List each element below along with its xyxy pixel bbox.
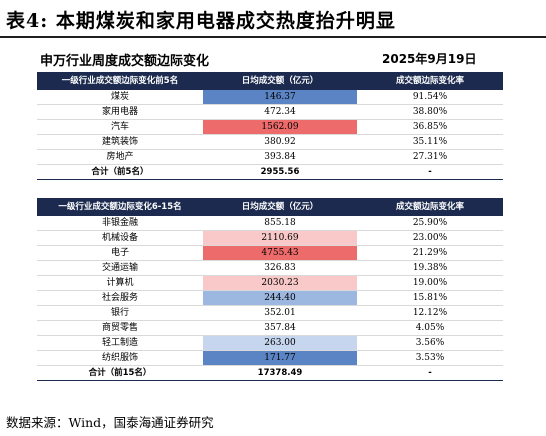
- industry-cell: 家用电器: [37, 104, 203, 120]
- rate-cell: 91.54%: [357, 90, 503, 105]
- table-header-row: 一级行业成交额边际变化前5名 日均成交额（亿元） 成交额边际变化率: [37, 72, 503, 90]
- table-subtitle: 申万行业周度成交额边际变化: [40, 54, 210, 69]
- rate-cell: 35.11%: [357, 134, 503, 150]
- table-date: 2025年9月19日: [382, 52, 477, 66]
- page-title: 表4: 本期煤炭和家用电器成交热度抬升明显: [6, 10, 396, 32]
- table-row: 计算机 2030.23 19.00%: [37, 275, 503, 291]
- header-rate: 成交额边际变化率: [357, 72, 503, 90]
- amount-cell: 2110.69: [203, 230, 357, 246]
- header-rate: 成交额边际变化率: [357, 198, 503, 216]
- industry-cell: 房地产: [37, 149, 203, 165]
- industry-cell: 交通运输: [37, 260, 203, 276]
- table-row: 家用电器 472.34 38.80%: [37, 104, 503, 120]
- industry-cell: 计算机: [37, 275, 203, 291]
- industry-cell: 非银金融: [37, 216, 203, 231]
- industry-cell: 机械设备: [37, 230, 203, 246]
- header-amount: 日均成交额（亿元）: [203, 198, 357, 216]
- rate-cell: 12.12%: [357, 305, 503, 321]
- title-divider: [0, 36, 546, 38]
- header-industry: 一级行业成交额边际变化6-15名: [37, 198, 203, 216]
- amount-cell: 352.01: [203, 305, 357, 321]
- total-amount: 17378.49: [203, 365, 357, 381]
- rank6-15-table: 一级行业成交额边际变化6-15名 日均成交额（亿元） 成交额边际变化率 非银金融…: [37, 198, 503, 381]
- amount-cell: 380.92: [203, 134, 357, 150]
- table-row: 银行 352.01 12.12%: [37, 305, 503, 321]
- top5-table: 一级行业成交额边际变化前5名 日均成交额（亿元） 成交额边际变化率 煤炭 146…: [37, 72, 503, 180]
- table-row: 建筑装饰 380.92 35.11%: [37, 134, 503, 150]
- rate-cell: 3.53%: [357, 350, 503, 366]
- table-row: 交通运输 326.83 19.38%: [37, 260, 503, 276]
- total-rate: -: [357, 164, 503, 180]
- rate-cell: 15.81%: [357, 290, 503, 306]
- table-row: 电子 4755.43 21.29%: [37, 245, 503, 261]
- total-rate: -: [357, 365, 503, 381]
- header-industry: 一级行业成交额边际变化前5名: [37, 72, 203, 90]
- table-row: 轻工制造 263.00 3.56%: [37, 335, 503, 351]
- amount-cell: 393.84: [203, 149, 357, 165]
- amount-cell: 4755.43: [203, 245, 357, 261]
- rate-cell: 27.31%: [357, 149, 503, 165]
- table-header-row: 一级行业成交额边际变化6-15名 日均成交额（亿元） 成交额边际变化率: [37, 198, 503, 216]
- amount-cell: 357.84: [203, 320, 357, 336]
- table-row: 煤炭 146.37 91.54%: [37, 90, 503, 105]
- header-amount: 日均成交额（亿元）: [203, 72, 357, 90]
- source-note: 数据来源：Wind，国泰海通证券研究: [6, 415, 214, 430]
- rate-cell: 23.00%: [357, 230, 503, 246]
- rate-cell: 25.90%: [357, 216, 503, 231]
- total-label: 合计（前5名）: [37, 164, 203, 180]
- amount-cell: 2030.23: [203, 275, 357, 291]
- industry-cell: 电子: [37, 245, 203, 261]
- total-row: 合计（前15名） 17378.49 -: [37, 365, 503, 381]
- amount-cell: 263.00: [203, 335, 357, 351]
- industry-cell: 商贸零售: [37, 320, 203, 336]
- industry-cell: 建筑装饰: [37, 134, 203, 150]
- industry-cell: 银行: [37, 305, 203, 321]
- amount-cell: 244.40: [203, 290, 357, 306]
- rate-cell: 4.05%: [357, 320, 503, 336]
- amount-cell: 326.83: [203, 260, 357, 276]
- amount-cell: 171.77: [203, 350, 357, 366]
- rate-cell: 36.85%: [357, 119, 503, 135]
- rate-cell: 19.00%: [357, 275, 503, 291]
- total-label: 合计（前15名）: [37, 365, 203, 381]
- amount-cell: 472.34: [203, 104, 357, 120]
- table-row: 汽车 1562.09 36.85%: [37, 119, 503, 135]
- industry-cell: 纺织服饰: [37, 350, 203, 366]
- table-row: 纺织服饰 171.77 3.53%: [37, 350, 503, 366]
- industry-cell: 汽车: [37, 119, 203, 135]
- rate-cell: 38.80%: [357, 104, 503, 120]
- table-row: 机械设备 2110.69 23.00%: [37, 230, 503, 246]
- table-row: 房地产 393.84 27.31%: [37, 149, 503, 165]
- amount-cell: 1562.09: [203, 119, 357, 135]
- industry-cell: 社会服务: [37, 290, 203, 306]
- table-row: 商贸零售 357.84 4.05%: [37, 320, 503, 336]
- industry-cell: 轻工制造: [37, 335, 203, 351]
- rate-cell: 3.56%: [357, 335, 503, 351]
- amount-cell: 146.37: [203, 90, 357, 105]
- total-row: 合计（前5名） 2955.56 -: [37, 164, 503, 180]
- table-row: 社会服务 244.40 15.81%: [37, 290, 503, 306]
- industry-cell: 煤炭: [37, 90, 203, 105]
- total-amount: 2955.56: [203, 164, 357, 180]
- table-row: 非银金融 855.18 25.90%: [37, 216, 503, 231]
- rate-cell: 19.38%: [357, 260, 503, 276]
- rate-cell: 21.29%: [357, 245, 503, 261]
- amount-cell: 855.18: [203, 216, 357, 231]
